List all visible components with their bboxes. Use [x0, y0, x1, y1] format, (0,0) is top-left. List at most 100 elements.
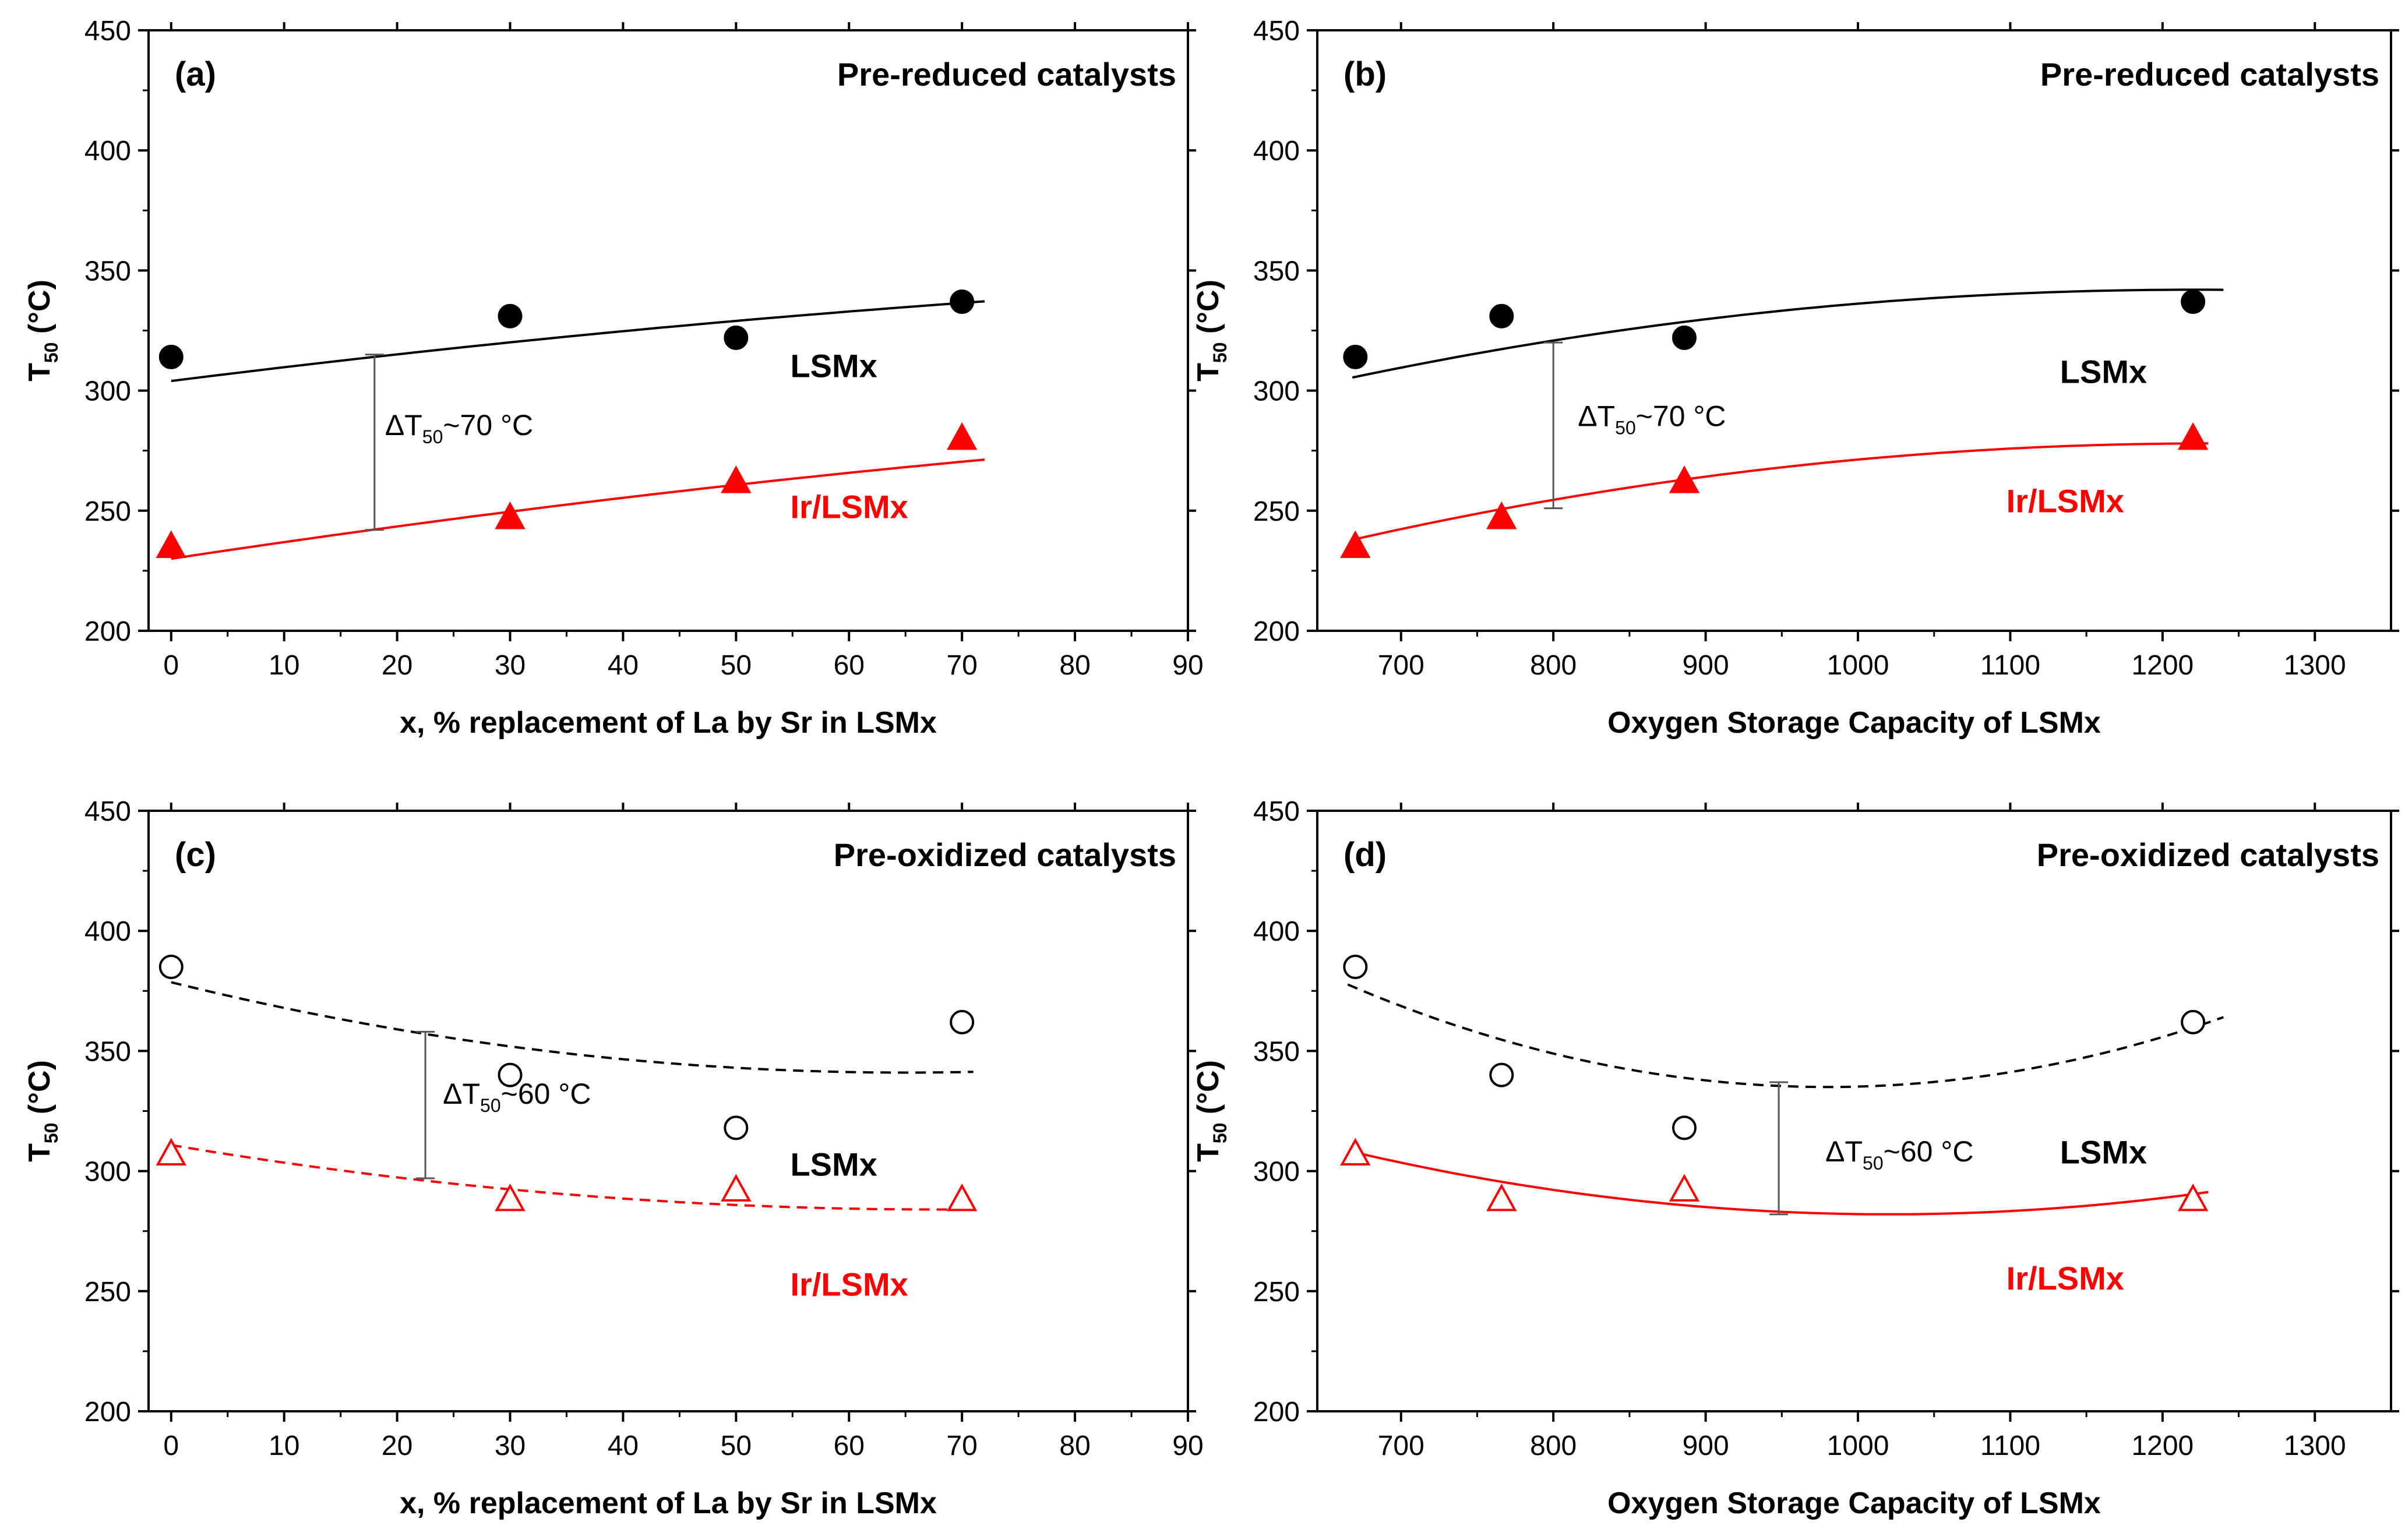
delta-t50-label: ΔT50~70 °C [385, 409, 533, 447]
delta-t50-annotation: ΔT50~60 °C [416, 1030, 591, 1179]
data-point [2177, 1183, 2209, 1211]
data-point [498, 1062, 523, 1087]
fit-line [171, 981, 974, 1074]
x-tick-label: 30 [495, 1430, 526, 1461]
panel-label: (a) [175, 55, 216, 93]
x-tick-label: 700 [1378, 1430, 1424, 1461]
data-point [1343, 344, 1368, 369]
data-point [2181, 1009, 2206, 1034]
x-tick-label: 20 [382, 1430, 412, 1461]
chart-panel-a: 0 10 20 30 40 50 60 70 80 90 200 250 300 350 400 450 x, … [23, 16, 1204, 740]
x-tick-label: 40 [608, 650, 639, 681]
fit-line [171, 458, 985, 560]
condition-label: Pre-oxidized catalysts [834, 836, 1176, 873]
x-tick-label: 90 [1172, 650, 1203, 681]
y-tick-label: 200 [1253, 1397, 1300, 1428]
y-tick-label: 450 [84, 16, 131, 47]
fit-line [171, 300, 985, 383]
x-tick-label: 60 [834, 650, 865, 681]
y-tick-label: 200 [1253, 616, 1300, 647]
y-tick-label: 400 [84, 136, 131, 167]
data-point [1489, 303, 1514, 329]
x-tick-label: 50 [721, 650, 752, 681]
x-axis-title: Oxygen Storage Capacity of LSMx [1607, 706, 2101, 740]
series-ir-lsmx: Ir/LSMx [156, 422, 985, 560]
data-point [495, 501, 526, 529]
plot-frame [147, 29, 1189, 632]
x-tick-label: 30 [495, 650, 526, 681]
x-tick-label: 800 [1530, 650, 1577, 681]
data-point [950, 289, 975, 315]
data-point [950, 1009, 975, 1034]
series-lsmx: LSMx [1343, 955, 2224, 1171]
y-tick-label: 400 [1253, 916, 1300, 947]
x-tick-label: 90 [1172, 1430, 1203, 1461]
x-tick-label: 900 [1683, 1430, 1729, 1461]
y-tick-label: 350 [1253, 1036, 1300, 1067]
series-label: Ir/LSMx [790, 1266, 908, 1302]
panel-label: (c) [175, 836, 216, 874]
fit-line [1352, 288, 2224, 379]
data-point [1340, 530, 1371, 558]
x-axis-title: x, % replacement of La by Sr in LSMx [400, 1486, 937, 1520]
x-tick-label: 70 [946, 650, 977, 681]
fit-line [1355, 1151, 2209, 1216]
x-tick-label: 1300 [2284, 650, 2346, 681]
x-axis-title: Oxygen Storage Capacity of LSMx [1607, 1486, 2101, 1520]
y-tick-label: 300 [84, 1157, 131, 1188]
x-tick-label: 1200 [2131, 1430, 2194, 1461]
y-tick-label: 450 [1253, 796, 1300, 827]
series-label: LSMx [790, 1146, 877, 1182]
data-point [156, 1138, 186, 1166]
data-point [721, 465, 752, 493]
data-point [1340, 1138, 1371, 1166]
fit-line [1352, 442, 2209, 541]
data-point [724, 325, 749, 350]
y-tick-label: 450 [1253, 16, 1300, 47]
data-point [946, 1183, 978, 1211]
x-tick-label: 900 [1683, 650, 1729, 681]
y-tick-label: 350 [84, 256, 131, 287]
y-axis-title: T50 (°C) [23, 1060, 62, 1162]
x-tick-label: 80 [1059, 650, 1090, 681]
fit-line [1347, 983, 2224, 1089]
x-tick-label: 1100 [1980, 650, 2040, 681]
condition-label: Pre-reduced catalysts [837, 56, 1176, 93]
chart-panel-d: 700 800 900 1000 1100 1200 1300 200 250 300 350 400… [1191, 796, 2399, 1520]
y-tick-label: 450 [84, 796, 131, 827]
delta-t50-annotation: ΔT50~70 °C [365, 354, 533, 531]
data-point [1489, 1062, 1514, 1087]
x-tick-label: 0 [163, 1430, 179, 1461]
data-point [2177, 422, 2209, 450]
condition-label: Pre-oxidized catalysts [2037, 836, 2379, 873]
y-tick-label: 300 [1253, 1157, 1300, 1188]
series-label: Ir/LSMx [790, 489, 908, 525]
series-lsmx: LSMx [158, 289, 985, 384]
delta-t50-annotation: ΔT50~70 °C [1544, 341, 1726, 510]
x-tick-label: 800 [1530, 1430, 1577, 1461]
panel-label: (b) [1343, 55, 1387, 93]
y-axis-title: T50 (°C) [1191, 1060, 1230, 1162]
series-ir-lsmx: Ir/LSMx [156, 1138, 978, 1302]
series-ir-lsmx: Ir/LSMx [1340, 1138, 2209, 1297]
series-label: Ir/LSMx [2006, 482, 2124, 519]
delta-t50-label: ΔT50~70 °C [1578, 400, 1726, 438]
delta-t50-label: ΔT50~60 °C [443, 1078, 591, 1116]
x-tick-label: 1300 [2284, 1430, 2346, 1461]
data-point [721, 1174, 752, 1202]
y-tick-label: 300 [1253, 376, 1300, 407]
data-point [1669, 465, 1700, 493]
x-tick-label: 80 [1059, 1430, 1090, 1461]
x-tick-label: 1000 [1827, 1430, 1889, 1461]
y-tick-label: 200 [84, 616, 131, 647]
x-tick-label: 20 [382, 650, 412, 681]
x-tick-label: 60 [834, 1430, 865, 1461]
chart-panel-c: 0 10 20 30 40 50 60 70 80 90 200 250 300 350 400 450 x, … [23, 796, 1204, 1520]
data-point [498, 303, 523, 329]
data-point [1672, 1115, 1697, 1140]
plot-frame [1316, 29, 2392, 632]
y-tick-label: 400 [1253, 136, 1300, 167]
y-axis-title: T50 (°C) [23, 280, 62, 382]
data-point [1343, 955, 1368, 980]
x-tick-label: 1200 [2131, 650, 2194, 681]
